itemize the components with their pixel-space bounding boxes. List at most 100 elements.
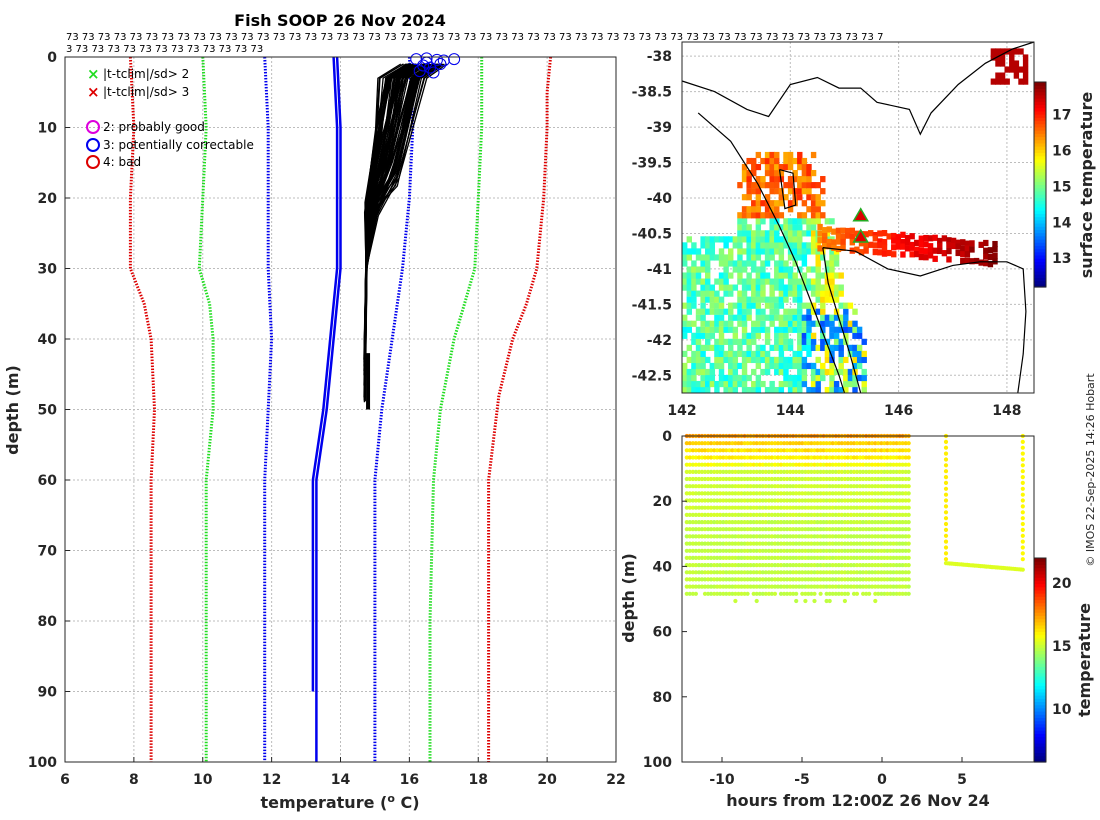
sst-pixel: [700, 308, 706, 315]
sst-pixel: [815, 182, 821, 189]
sst-pixel: [695, 380, 702, 388]
timeseries-point: [748, 491, 753, 496]
sst-pixel: [709, 284, 716, 291]
timeseries-point: [751, 505, 756, 510]
colorbar-cell: [1034, 612, 1046, 616]
timeseries-point: [888, 484, 893, 489]
timeseries-point: [891, 541, 896, 546]
timeseries-point: [690, 455, 696, 460]
sst-pixel: [746, 338, 752, 345]
timeseries-point: [836, 584, 841, 589]
sst-pixel: [824, 356, 831, 364]
colorbar-cell: [1034, 653, 1046, 658]
timeseries-point: [757, 584, 762, 589]
timeseries-point: [842, 512, 848, 518]
sst-pixel: [990, 48, 997, 55]
timeseries-point: [861, 455, 866, 460]
timeseries-point: [791, 534, 796, 539]
sst-pixel: [838, 290, 844, 297]
timeseries-point: [727, 584, 732, 589]
timeseries-point: [690, 484, 696, 489]
sst-pixel: [792, 356, 798, 364]
sst-pixel: [682, 374, 688, 382]
timeseries-point: [848, 505, 854, 510]
map-xtick-label: 146: [884, 403, 913, 419]
timeseries-point: [715, 441, 720, 446]
timeseries-point: [1020, 451, 1025, 456]
timeseries-point: [712, 584, 717, 589]
timeseries-point: [821, 570, 826, 575]
sst-pixel: [987, 261, 994, 268]
timeseries-point: [751, 448, 756, 453]
blue-circle-icon: [86, 138, 100, 152]
sst-pixel: [847, 302, 854, 309]
timeseries-point: [745, 555, 750, 561]
sst-pixel: [806, 182, 812, 189]
timeseries-point: [748, 505, 753, 510]
sst-field: [682, 48, 1029, 394]
timeseries-point: [739, 498, 744, 503]
sst-pixel: [760, 230, 766, 237]
timeseries-point: [791, 548, 796, 553]
sst-pixel: [995, 48, 1001, 55]
timeseries-point: [785, 441, 790, 446]
timeseries-point: [693, 548, 699, 553]
sst-pixel: [728, 338, 734, 345]
sst-pixel: [843, 368, 849, 376]
timeseries-point: [727, 570, 732, 575]
sst-pixel: [792, 278, 798, 285]
sst-pixel: [769, 157, 775, 165]
sst-pixel: [695, 290, 702, 297]
sst-pixel: [728, 248, 734, 255]
timeseries-point: [803, 512, 808, 518]
timeseries-point: [864, 469, 869, 474]
timeseries-point: [897, 476, 902, 482]
sst-pixel: [741, 284, 748, 291]
timeseries-point: [712, 462, 717, 467]
timeseries-point: [742, 441, 747, 446]
sst-pixel: [732, 266, 739, 273]
timeseries-point: [800, 570, 805, 575]
sst-pixel: [732, 368, 739, 376]
sst-pixel: [718, 338, 725, 345]
timeseries-point: [690, 534, 696, 539]
timeseries-point: [891, 505, 896, 510]
sst-pixel: [806, 169, 812, 177]
sst-pixel: [797, 290, 803, 297]
timeseries-point: [851, 498, 857, 503]
timeseries-point: [885, 469, 890, 474]
sst-pixel: [755, 176, 762, 183]
timeseries-point: [760, 469, 765, 474]
timeseries-point: [906, 584, 911, 589]
sst-pixel: [856, 326, 863, 333]
sst-pixel: [843, 374, 849, 382]
timeseries-point: [687, 441, 692, 446]
sst-pixel: [778, 163, 785, 171]
sst-pixel: [764, 296, 771, 303]
sst-pixel: [778, 386, 785, 394]
timeseries-point: [943, 539, 949, 544]
sst-pixel: [705, 272, 711, 279]
timeseries-point: [769, 563, 775, 568]
timeseries-point: [824, 455, 829, 460]
timeseries-point: [888, 541, 893, 546]
sst-pixel: [891, 244, 897, 251]
timeseries-point: [1020, 486, 1025, 491]
sst-pixel: [783, 157, 789, 165]
profile-ytick-label: 30: [38, 262, 58, 278]
sst-pixel: [705, 308, 711, 315]
timeseries-xtick-label: 5: [957, 772, 967, 788]
sst-pixel: [764, 169, 771, 177]
timeseries-point: [769, 469, 775, 474]
sst-pixel: [728, 386, 734, 394]
timeseries-point: [754, 462, 759, 467]
timeseries-point: [824, 448, 829, 453]
timeseries-point: [788, 591, 793, 596]
timeseries-point: [766, 577, 772, 582]
timeseries-point: [888, 505, 893, 510]
timeseries-point: [736, 591, 741, 596]
sst-pixel: [755, 356, 762, 364]
sst-pixel: [695, 254, 702, 261]
sst-pixel: [826, 238, 832, 246]
timeseries-point: [851, 584, 857, 589]
